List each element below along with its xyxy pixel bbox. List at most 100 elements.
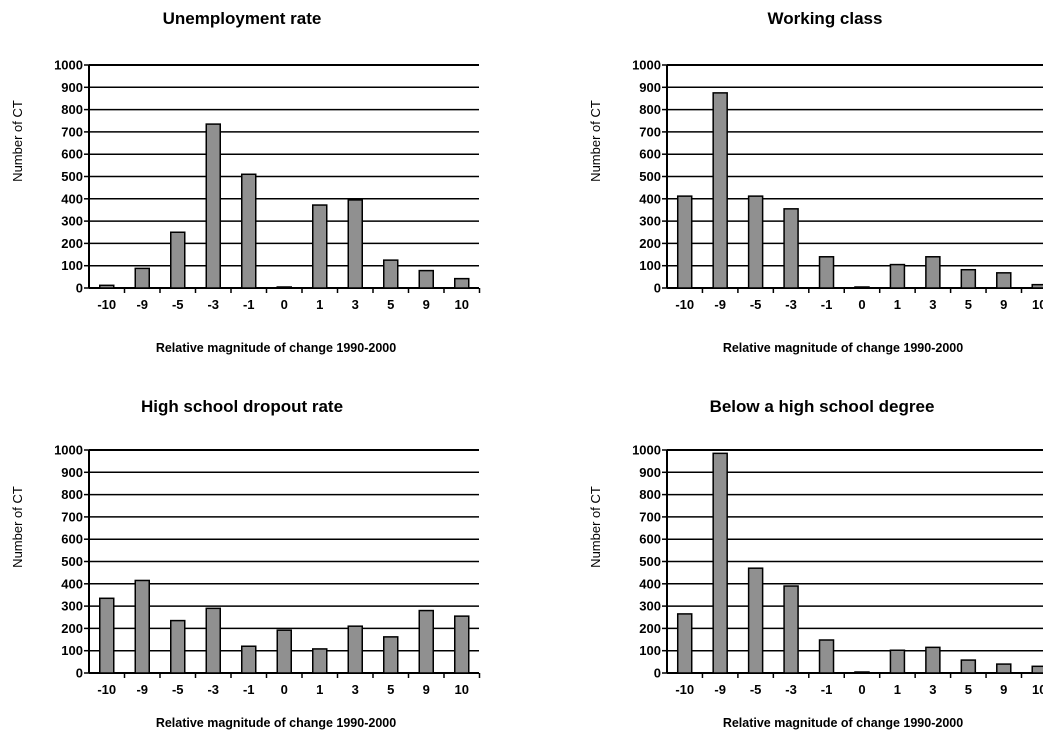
x-tick-label: -1 (243, 682, 255, 697)
bar (276, 286, 292, 289)
y-axis-label: Number of CT (588, 100, 603, 182)
chart-title: Unemployment rate (163, 9, 322, 28)
y-tick-label: 600 (61, 147, 83, 162)
x-tick-label: 9 (1000, 297, 1007, 312)
bar (676, 195, 693, 289)
x-tick-label: -9 (714, 682, 726, 697)
x-axis-label: Relative magnitude of change 1990-2000 (156, 341, 396, 355)
y-tick-label: 0 (654, 666, 661, 681)
bar (747, 567, 764, 674)
y-tick-label: 700 (61, 124, 83, 139)
bar (170, 619, 186, 674)
x-tick-label: 9 (423, 297, 430, 312)
y-tick-label: 1000 (632, 443, 661, 458)
x-tick-label: -1 (821, 297, 833, 312)
bar (205, 123, 221, 289)
x-tick-label: 0 (281, 297, 288, 312)
x-tick-label: -9 (136, 682, 148, 697)
bar (712, 92, 728, 289)
x-tick-label: -10 (97, 297, 116, 312)
bar (960, 659, 977, 674)
chart-panel: Unemployment rate01002003004005006007008… (10, 9, 481, 355)
y-tick-label: 500 (61, 554, 83, 569)
y-tick-label: 400 (61, 576, 83, 591)
y-tick-label: 700 (639, 509, 661, 524)
y-tick-label: 0 (76, 666, 83, 681)
y-tick-label: 900 (639, 465, 661, 480)
bar (134, 267, 150, 289)
bar (783, 585, 799, 674)
y-tick-label: 900 (61, 80, 83, 95)
x-tick-label: -1 (243, 297, 255, 312)
x-tick-label: 1 (316, 297, 323, 312)
x-tick-label: -3 (207, 682, 219, 697)
x-tick-label: -10 (675, 682, 694, 697)
x-tick-label: 10 (1032, 297, 1043, 312)
bar (818, 256, 835, 289)
chart-title: Below a high school degree (710, 397, 935, 416)
y-axis-label: Number of CT (10, 486, 25, 568)
bar (418, 609, 434, 674)
bar (205, 607, 221, 674)
x-tick-label: -3 (207, 297, 219, 312)
bar (996, 272, 1012, 289)
x-tick-label: 9 (1000, 682, 1007, 697)
x-tick-label: 5 (965, 682, 972, 697)
y-tick-label: 200 (639, 236, 661, 251)
y-tick-label: 0 (654, 281, 661, 296)
chart-title: Working class (768, 9, 883, 28)
chart-title: High school dropout rate (141, 397, 343, 416)
x-tick-label: -5 (172, 297, 184, 312)
bar (134, 579, 150, 674)
x-tick-label: 1 (894, 682, 901, 697)
bar (712, 452, 728, 674)
y-tick-label: 300 (639, 599, 661, 614)
bar (170, 231, 186, 289)
bar (276, 629, 292, 674)
x-tick-label: 10 (455, 682, 469, 697)
x-tick-label: -9 (714, 297, 726, 312)
y-tick-label: 100 (639, 643, 661, 658)
y-tick-label: 600 (61, 532, 83, 547)
x-tick-label: 3 (352, 682, 359, 697)
y-tick-label: 300 (639, 214, 661, 229)
bar (925, 256, 941, 289)
y-axis-label: Number of CT (588, 486, 603, 568)
bar (312, 648, 328, 674)
bar (241, 173, 257, 289)
y-tick-label: 500 (639, 169, 661, 184)
y-tick-label: 900 (61, 465, 83, 480)
y-tick-label: 800 (61, 487, 83, 502)
y-tick-label: 700 (639, 124, 661, 139)
bar (241, 645, 257, 674)
x-tick-label: 3 (352, 297, 359, 312)
y-tick-label: 200 (61, 236, 83, 251)
bar (1031, 665, 1043, 674)
bar (454, 277, 470, 289)
y-tick-label: 400 (61, 191, 83, 206)
bar (418, 269, 434, 289)
y-tick-label: 200 (61, 621, 83, 636)
x-tick-label: 10 (455, 297, 469, 312)
bar (996, 663, 1012, 674)
y-tick-label: 400 (639, 576, 661, 591)
x-tick-label: 5 (387, 682, 394, 697)
x-tick-label: -5 (172, 682, 184, 697)
x-axis-label: Relative magnitude of change 1990-2000 (156, 716, 396, 730)
y-tick-label: 100 (61, 643, 83, 658)
x-tick-label: -3 (785, 297, 797, 312)
x-tick-label: 1 (894, 297, 901, 312)
bar (747, 195, 764, 289)
x-tick-label: 3 (929, 297, 936, 312)
bar (347, 625, 363, 674)
x-tick-label: -10 (675, 297, 694, 312)
bar (99, 597, 115, 674)
x-tick-label: 0 (281, 682, 288, 697)
bar (854, 671, 870, 674)
y-tick-label: 800 (639, 487, 661, 502)
bar (312, 204, 328, 289)
bar (818, 639, 835, 674)
bar (960, 268, 977, 289)
bar (1031, 283, 1043, 289)
